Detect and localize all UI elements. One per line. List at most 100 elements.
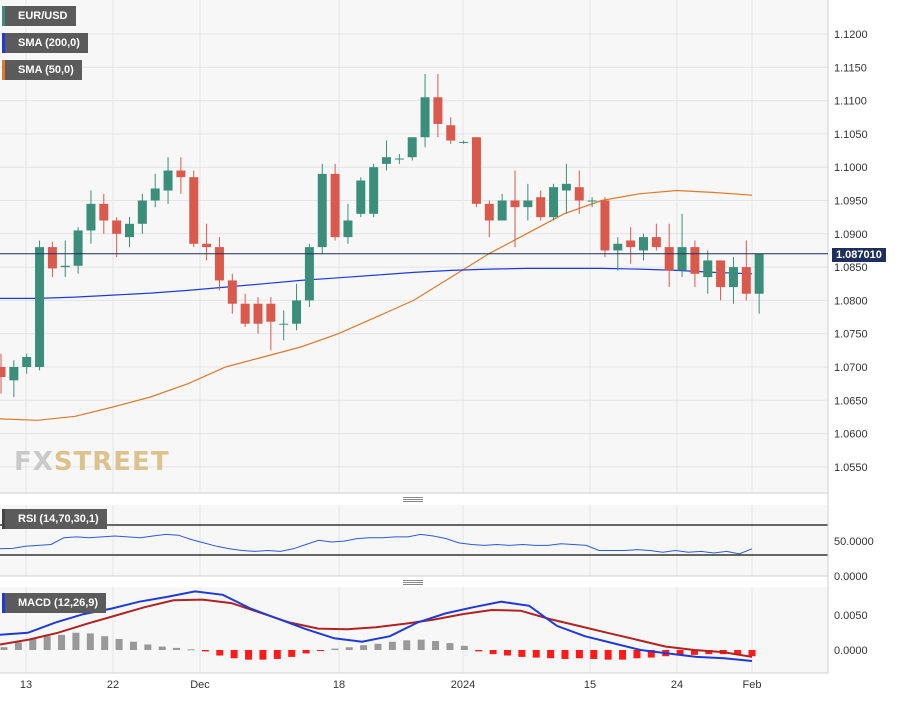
candle-body	[202, 243, 212, 248]
macd-histogram-bar	[360, 645, 368, 650]
candle-body	[227, 280, 237, 304]
sma200-path	[0, 267, 753, 299]
y-axis-tick-label: 1.0600	[834, 429, 868, 441]
macd-panel-bg	[0, 587, 828, 673]
y-axis-tick-label: 1.1100	[834, 96, 867, 108]
rsi-tick-label: 0.0000	[834, 571, 868, 583]
candle-body	[22, 357, 32, 367]
macd-histogram-bar	[58, 634, 66, 650]
legend-sma200[interactable]: SMA (200,0)	[2, 33, 88, 53]
candle-body	[651, 237, 661, 248]
macd-tick-label: 0.0000	[834, 645, 868, 657]
candle-body	[176, 170, 186, 178]
legend-pair[interactable]: EUR/USD	[2, 6, 76, 26]
main-panel-bg	[0, 0, 828, 493]
macd-histogram-bar	[734, 650, 742, 655]
candle-body	[613, 243, 623, 251]
macd-histogram-bar	[201, 650, 209, 652]
y-axis-tick-label: 1.0750	[834, 329, 868, 341]
candle-body	[754, 253, 764, 294]
macd-histogram-bar	[388, 641, 396, 650]
macd-histogram-bar	[216, 650, 224, 656]
legend-macd[interactable]: MACD (12,26,9)	[2, 593, 107, 613]
pane-resize-handle-rsi[interactable]	[403, 497, 423, 503]
candle-body	[0, 367, 6, 377]
y-axis-tick-label: 1.0800	[834, 295, 868, 307]
macd-histogram-bar	[561, 650, 569, 659]
legend-rsi[interactable]: RSI (14,70,30,1)	[2, 509, 107, 529]
rsi-panel-bg	[0, 505, 828, 576]
watermark-logo: FXSTREET	[14, 447, 170, 477]
macd-histogram-bar	[619, 650, 627, 660]
candle-body	[382, 157, 391, 164]
candle-body	[112, 220, 122, 234]
macd-histogram-bar	[547, 650, 555, 659]
y-axis-tick-label: 1.0700	[834, 362, 868, 374]
macd-histogram-bar	[374, 643, 382, 650]
macd-histogram-bar	[230, 650, 238, 659]
macd-histogram-bar	[316, 650, 324, 651]
macd-histogram-bar	[460, 645, 468, 650]
macd-histogram-bar	[115, 638, 123, 650]
macd-histogram-bar	[489, 650, 497, 655]
candle-body	[703, 260, 713, 278]
macd-histogram-bar	[748, 650, 756, 657]
macd-histogram-bar	[273, 650, 281, 659]
macd-histogram-bar	[633, 650, 641, 659]
candle-body	[369, 167, 379, 214]
x-axis-tick-label: 2024	[451, 679, 475, 691]
candle-body	[741, 267, 751, 294]
candle-body	[677, 247, 687, 271]
macd-histogram-bar	[403, 640, 411, 650]
y-axis-tick-label: 1.0850	[834, 262, 868, 274]
macd-tick-label: 0.0050	[834, 610, 868, 622]
macd-histogram-bar	[288, 650, 296, 657]
y-axis-tick-label: 1.1150	[834, 62, 867, 74]
candle-body	[574, 187, 584, 201]
candle-body	[536, 197, 546, 218]
x-axis-tick-label: 22	[107, 679, 119, 691]
candle-body	[214, 247, 224, 281]
candle-body	[60, 265, 70, 268]
macd-signal-line	[0, 598, 753, 658]
macd-histogram-bar	[43, 636, 51, 650]
candle-body	[523, 200, 533, 208]
candle-body	[125, 223, 134, 238]
candle-body	[35, 247, 45, 367]
macd-histogram-bar	[86, 633, 94, 650]
candle-body	[304, 247, 314, 301]
macd-histogram-bar	[129, 641, 137, 650]
current-price-tag: 1.087010	[832, 248, 886, 262]
candle-body	[356, 180, 366, 214]
candle-body	[407, 137, 417, 158]
watermark-street: STREET	[53, 447, 170, 477]
macd-histogram-bar	[14, 642, 22, 650]
x-axis-tick-label: 15	[584, 679, 596, 691]
macd-histogram-bar	[446, 643, 454, 650]
macd-line	[0, 590, 753, 662]
macd-histogram-bar	[417, 639, 425, 650]
candle-body	[690, 247, 700, 274]
macd-histogram-bar	[101, 636, 109, 650]
candle-body	[484, 203, 494, 221]
rsi-tick-label: 50.0000	[834, 536, 874, 548]
candle-body	[163, 170, 173, 191]
macd-histogram-bar	[503, 650, 511, 656]
pane-resize-handle-macd[interactable]	[403, 580, 423, 586]
y-axis-tick-label: 1.1000	[834, 162, 868, 174]
candles-group	[0, 73, 764, 397]
x-axis-tick-label: 18	[333, 679, 345, 691]
sma50-path	[0, 189, 753, 421]
grid-lines	[0, 0, 828, 673]
candle-body	[561, 183, 571, 191]
macd-histogram-bar	[575, 650, 583, 659]
y-axis-tick-label: 1.0650	[834, 395, 868, 407]
legend-sma50[interactable]: SMA (50,0)	[2, 60, 82, 80]
macd-histogram-bar	[302, 650, 310, 654]
candle-body	[47, 247, 57, 269]
candle-body	[446, 125, 456, 141]
candle-body	[292, 300, 302, 324]
macd-histogram-bar	[173, 647, 181, 650]
